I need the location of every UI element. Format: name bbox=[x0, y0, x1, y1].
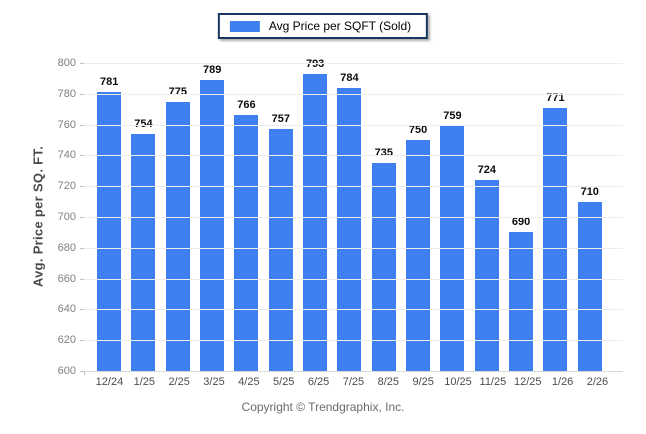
y-tick-label: 700 bbox=[57, 211, 76, 223]
gridline bbox=[84, 371, 623, 372]
bars-row: 781 754 775 789 766 757 793 784 735 750 759 724 690 7… bbox=[92, 58, 607, 371]
y-axis-tick bbox=[80, 93, 84, 95]
legend-label: Avg Price per SQFT (Sold) bbox=[268, 19, 412, 33]
y-axis-tick bbox=[80, 278, 84, 280]
bar-9/25 bbox=[406, 140, 431, 371]
bar-value-label: 690 bbox=[511, 216, 531, 229]
gridline bbox=[84, 63, 623, 64]
bar-slot: 771 bbox=[538, 63, 572, 371]
gridline bbox=[84, 247, 623, 249]
y-axis-tick bbox=[80, 63, 84, 64]
bar-slot: 750 bbox=[401, 63, 435, 371]
copyright-text: Copyright © Trendgraphix, Inc. bbox=[241, 400, 405, 414]
gridline bbox=[84, 278, 623, 280]
y-axis-tick bbox=[80, 155, 84, 157]
y-tick-label: 760 bbox=[57, 118, 76, 131]
bar-slot: 789 bbox=[195, 63, 229, 371]
x-tick-label: 2/25 bbox=[168, 376, 190, 388]
y-axis-tick bbox=[80, 309, 84, 311]
bar-value-label: 759 bbox=[443, 110, 462, 123]
y-tick-label: 620 bbox=[57, 334, 76, 347]
y-axis-tick bbox=[80, 217, 84, 218]
bar-slot: 784 bbox=[332, 63, 366, 371]
bar-value-label: 784 bbox=[340, 71, 359, 84]
bar-value-label: 724 bbox=[477, 164, 496, 177]
bar-value-label: 766 bbox=[237, 99, 256, 112]
bar-2/26 bbox=[577, 201, 602, 371]
bar-slot: 754 bbox=[126, 63, 160, 371]
bar-11/25 bbox=[474, 180, 499, 371]
bar-6/25 bbox=[303, 73, 328, 371]
y-tick-label: 600 bbox=[57, 365, 76, 377]
bar-12/24 bbox=[97, 92, 122, 371]
y-tick-label: 660 bbox=[57, 272, 76, 285]
chart-legend: Avg Price per SQFT (Sold) bbox=[217, 13, 429, 39]
bar-slot: 690 bbox=[504, 63, 538, 371]
gridline bbox=[84, 124, 623, 126]
bar-3/25 bbox=[200, 79, 225, 371]
bar-2/25 bbox=[165, 101, 190, 371]
bar-value-label: 775 bbox=[168, 85, 187, 98]
bar-slot: 735 bbox=[367, 63, 401, 371]
bar-4/25 bbox=[234, 115, 259, 371]
y-axis-tick bbox=[80, 340, 84, 342]
legend-swatch bbox=[229, 20, 260, 32]
y-axis-tick bbox=[80, 124, 84, 126]
gridline bbox=[84, 309, 623, 311]
gridline bbox=[84, 93, 623, 95]
bar-value-label: 754 bbox=[134, 118, 152, 130]
x-tick-label: 4/25 bbox=[238, 376, 260, 388]
bar-value-label: 781 bbox=[99, 76, 119, 89]
x-tick-label: 12/24 bbox=[95, 376, 124, 388]
bar-5/25 bbox=[268, 129, 293, 371]
x-tick-label: 11/25 bbox=[479, 376, 507, 388]
y-axis-tick bbox=[80, 371, 84, 372]
bar-value-label: 789 bbox=[202, 63, 222, 76]
bar-slot: 724 bbox=[470, 63, 504, 371]
x-tick-label: 9/25 bbox=[412, 376, 434, 388]
bar-value-label: 735 bbox=[374, 147, 393, 160]
x-axis-origin-tick bbox=[84, 371, 85, 375]
bar-value-label: 710 bbox=[580, 185, 599, 198]
bar-12/25 bbox=[509, 232, 534, 371]
gridline bbox=[84, 186, 623, 188]
bar-value-label: 757 bbox=[271, 113, 290, 126]
y-axis-tick bbox=[80, 186, 84, 188]
x-tick-label: 2/26 bbox=[586, 376, 609, 388]
y-tick-label: 640 bbox=[57, 303, 76, 316]
bar-value-label: 750 bbox=[408, 124, 428, 136]
x-tick-label: 7/25 bbox=[342, 376, 365, 388]
x-tick-label: 1/26 bbox=[551, 376, 574, 388]
bar-slot: 710 bbox=[573, 63, 607, 371]
y-axis-tick bbox=[80, 247, 84, 249]
y-tick-label: 740 bbox=[57, 149, 76, 162]
plot-area: 781 754 775 789 766 757 793 784 735 750 759 724 690 7… bbox=[58, 57, 623, 377]
x-tick-label: 10/25 bbox=[444, 376, 472, 388]
y-tick-label: 680 bbox=[57, 241, 76, 254]
gridline bbox=[84, 340, 623, 342]
gridline bbox=[84, 155, 623, 157]
y-tick-label: 720 bbox=[57, 180, 76, 193]
bar-slot: 793 bbox=[298, 58, 332, 371]
y-tick-label: 780 bbox=[57, 87, 76, 100]
gridline bbox=[84, 217, 623, 218]
x-tick-label: 12/25 bbox=[513, 376, 542, 388]
bar-8/25 bbox=[371, 163, 396, 371]
bar-1/25 bbox=[131, 133, 156, 371]
x-tick-label: 8/25 bbox=[377, 376, 400, 388]
x-tick-label: 5/25 bbox=[273, 376, 295, 388]
x-axis-labels: 12/24 1/25 2/25 3/25 4/25 5/25 6/25 7/25 8/25 9/2… bbox=[92, 376, 615, 388]
y-tick-label: 800 bbox=[57, 57, 76, 69]
bar-slot: 766 bbox=[229, 63, 263, 371]
bar-1/26 bbox=[543, 107, 568, 371]
bar-slot: 781 bbox=[92, 63, 126, 371]
bar-slot: 757 bbox=[264, 63, 298, 371]
x-tick-label: 6/25 bbox=[307, 376, 330, 388]
bar-7/25 bbox=[337, 87, 362, 371]
x-tick-label: 1/25 bbox=[133, 376, 155, 388]
x-tick-label: 3/25 bbox=[203, 376, 225, 388]
